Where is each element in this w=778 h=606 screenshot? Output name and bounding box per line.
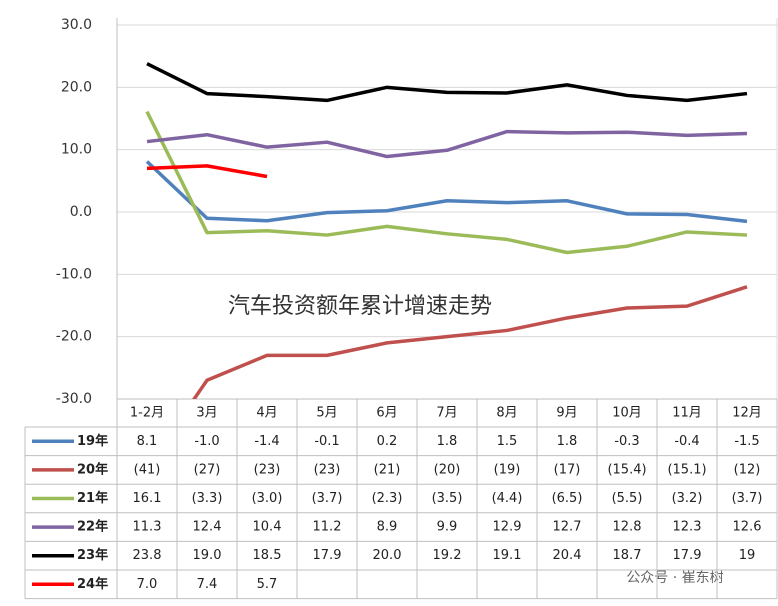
table-cell: (20) (434, 462, 461, 477)
table-cell: -0.4 (674, 434, 699, 449)
table-cell: (15.1) (667, 462, 706, 477)
x-tick-label: 5月 (316, 406, 337, 421)
table-cell: (5.5) (612, 491, 643, 506)
y-tick-label: 20.0 (61, 79, 92, 95)
table-cell: (3.3) (192, 491, 223, 506)
y-tick-label: 10.0 (61, 142, 92, 158)
legend-label: 22年 (77, 519, 108, 535)
table-cell: 16.1 (133, 491, 162, 506)
table-cell: (4.4) (492, 491, 523, 506)
table-cell: (27) (194, 462, 221, 477)
table-cell: (3.2) (672, 491, 703, 506)
table-cell: 19.2 (433, 548, 462, 563)
table-cell: (2.3) (372, 491, 403, 506)
y-tick-label: -10.0 (56, 266, 92, 282)
legend-label: 24年 (77, 576, 108, 592)
table-cell: 8.1 (137, 434, 158, 449)
table-cell: 18.7 (613, 548, 642, 563)
y-tick-label: -30.0 (56, 391, 92, 407)
table-cell: 17.9 (673, 548, 702, 563)
table-cell: 9.9 (437, 520, 458, 535)
table-cell: 19.0 (193, 548, 222, 563)
watermark: 公众号 · 崔东树 (626, 570, 723, 586)
table-cell: 8.9 (377, 520, 398, 535)
table-cell: (17) (554, 462, 581, 477)
x-tick-label: 4月 (256, 406, 277, 421)
series-line (145, 110, 748, 255)
table-cell: (19) (494, 462, 521, 477)
table-cell: 11.2 (313, 520, 342, 535)
table-cell: 12.3 (673, 520, 702, 535)
table-cell: 20.0 (373, 548, 402, 563)
y-tick-label: 0.0 (70, 204, 92, 220)
table-cell: 19.1 (493, 548, 522, 563)
x-tick-label: 9月 (556, 406, 577, 421)
x-tick-label: 11月 (672, 406, 702, 421)
table-cell: 17.9 (313, 548, 342, 563)
table-cell: (6.5) (552, 491, 583, 506)
table-cell: -1.5 (734, 434, 759, 449)
plot-lines (145, 62, 748, 399)
table-cell: (41) (134, 462, 161, 477)
table-cell: (3.0) (252, 491, 283, 506)
table-cell: 12.9 (493, 520, 522, 535)
legend-label: 23年 (77, 547, 108, 563)
table-cell: 12.6 (733, 520, 762, 535)
x-tick-label: 6月 (376, 406, 397, 421)
series-line (192, 285, 748, 399)
x-tick-label: 10月 (612, 406, 642, 421)
table-cell: 20.4 (553, 548, 582, 563)
table-cell: 1.8 (437, 434, 458, 449)
table-cell: (3.7) (312, 491, 343, 506)
annotation: 汽车投资额年累计增速走势 (228, 294, 492, 319)
series-line (146, 129, 748, 159)
table-cell: 1.5 (497, 434, 518, 449)
table-cell: -0.1 (314, 434, 339, 449)
series-line (145, 160, 748, 224)
table-cell: -0.3 (614, 434, 639, 449)
y-tick-label: 30.0 (61, 17, 92, 33)
x-tick-label: 12月 (732, 406, 762, 421)
data-table: 1-2月 3月 4月 5月 6月 7月 8月 9月 10月 11月 12月 19年 8.1 -1.0 -1.… (24, 398, 778, 600)
table-cell: 12.8 (613, 520, 642, 535)
table-cell: 0.2 (377, 434, 398, 449)
table-cell: 10.4 (253, 520, 282, 535)
table-cell: (12) (734, 462, 761, 477)
table-cell: 23.8 (133, 548, 162, 563)
y-tick-label: -20.0 (56, 329, 92, 345)
table-cell: 18.5 (253, 548, 282, 563)
series-line (146, 62, 748, 103)
table-cell: (3.5) (432, 491, 463, 506)
table-cell: (15.4) (607, 462, 646, 477)
table-cell: -1.4 (254, 434, 279, 449)
table-cell: 12.7 (553, 520, 582, 535)
legend-label: 21年 (77, 490, 108, 506)
x-tick-label: 3月 (196, 406, 217, 421)
table-cell: 1.8 (557, 434, 578, 449)
table-cell: 7.0 (137, 577, 158, 592)
table-cell: -1.0 (194, 434, 219, 449)
table-cell: 19 (739, 548, 756, 563)
table-cell: 12.4 (193, 520, 222, 535)
table-cell: (23) (314, 462, 341, 477)
table-cell: 5.7 (257, 577, 278, 592)
x-tick-label: 7月 (436, 406, 457, 421)
legend-label: 20年 (77, 461, 108, 477)
x-tick-label: 8月 (496, 406, 517, 421)
table-cell: 7.4 (197, 577, 218, 592)
table-cell: (21) (374, 462, 401, 477)
legend-label: 19年 (77, 433, 108, 449)
x-tick-label: 1-2月 (130, 406, 164, 421)
series-line (146, 164, 268, 179)
table-cell: (23) (254, 462, 281, 477)
table-cell: (3.7) (732, 491, 763, 506)
table-cell: 11.3 (133, 520, 162, 535)
